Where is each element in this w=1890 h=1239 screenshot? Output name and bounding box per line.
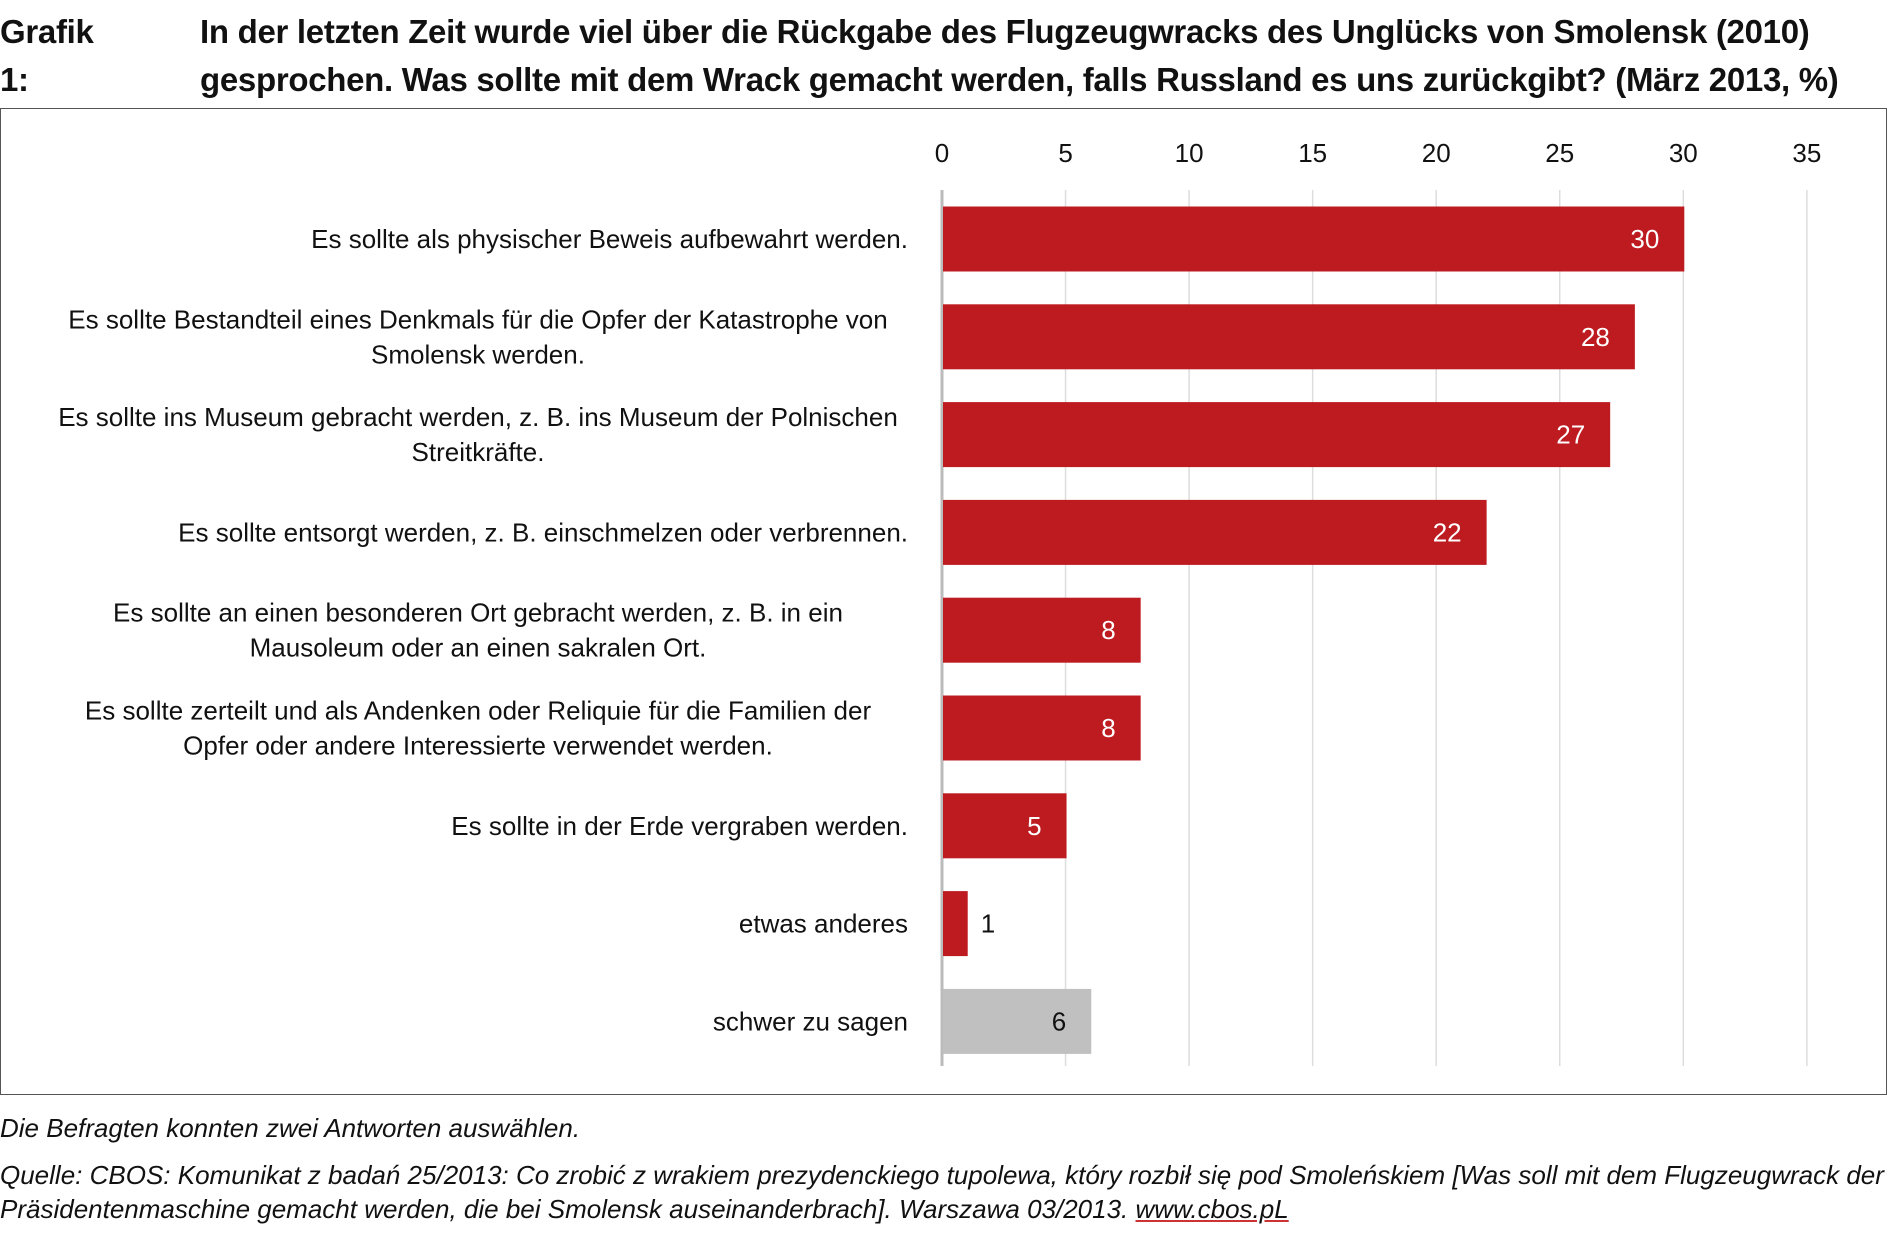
x-tick-label: 10 — [1175, 138, 1204, 168]
category-label: Es sollte in der Erde vergraben werden. — [451, 811, 908, 841]
bar — [943, 695, 1141, 761]
category-label: Es sollte zerteilt und als Andenken oder… — [85, 696, 872, 726]
category-label: Es sollte Bestandteil eines Denkmals für… — [68, 304, 887, 334]
bar — [943, 891, 968, 957]
data-label: 1 — [981, 909, 995, 939]
category-label: Mausoleum oder an einen sakralen Ort. — [250, 633, 707, 663]
data-label: 8 — [1101, 615, 1115, 645]
x-tick-label: 35 — [1792, 138, 1821, 168]
bar — [943, 597, 1141, 663]
category-label: Es sollte an einen besonderen Ort gebrac… — [113, 598, 843, 628]
source-text: Präsidentenmaschine gemacht werden, die … — [0, 1194, 1136, 1224]
x-tick-label: 5 — [1058, 138, 1072, 168]
x-tick-label: 25 — [1545, 138, 1574, 168]
data-label: 8 — [1101, 713, 1115, 743]
figure-number: Grafik 1: — [0, 13, 94, 98]
x-tick-label: 0 — [935, 138, 949, 168]
source-line-2: Präsidentenmaschine gemacht werden, die … — [0, 1194, 1289, 1225]
bar — [943, 793, 1067, 859]
bar — [943, 988, 1092, 1054]
category-label: Es sollte entsorgt werden, z. B. einschm… — [178, 517, 908, 547]
source-line-1: Quelle: CBOS: Komunikat z badań 25/2013:… — [0, 1160, 1884, 1190]
title-line-2: gesprochen. Was sollte mit dem Wrack gem… — [200, 61, 1839, 98]
data-label: 27 — [1556, 420, 1585, 450]
category-label: etwas anderes — [739, 909, 908, 939]
x-tick-label: 30 — [1669, 138, 1698, 168]
data-label: 22 — [1433, 517, 1462, 547]
bar — [943, 304, 1635, 370]
data-label: 6 — [1052, 1006, 1066, 1036]
category-label: Opfer oder andere Interessierte verwende… — [183, 731, 773, 761]
x-tick-label: 15 — [1298, 138, 1327, 168]
title-line-1: In der letzten Zeit wurde viel über die … — [200, 13, 1810, 50]
footnote: Die Befragten konnten zwei Antworten aus… — [0, 1113, 581, 1143]
category-label: Es sollte als physischer Beweis aufbewah… — [311, 224, 908, 254]
bar — [943, 206, 1685, 272]
bar — [943, 499, 1487, 565]
category-label: Streitkräfte. — [412, 437, 545, 467]
category-label: Es sollte ins Museum gebracht werden, z.… — [58, 402, 898, 432]
category-label: Smolensk werden. — [371, 339, 585, 369]
source-link[interactable]: www.cbos.pL — [1135, 1194, 1289, 1224]
data-label: 5 — [1027, 811, 1041, 841]
chart-frame — [0, 108, 1887, 1095]
category-label: schwer zu sagen — [713, 1006, 908, 1036]
x-tick-label: 20 — [1422, 138, 1451, 168]
data-label: 30 — [1630, 224, 1659, 254]
data-label: 28 — [1581, 322, 1610, 352]
bar — [943, 402, 1611, 468]
